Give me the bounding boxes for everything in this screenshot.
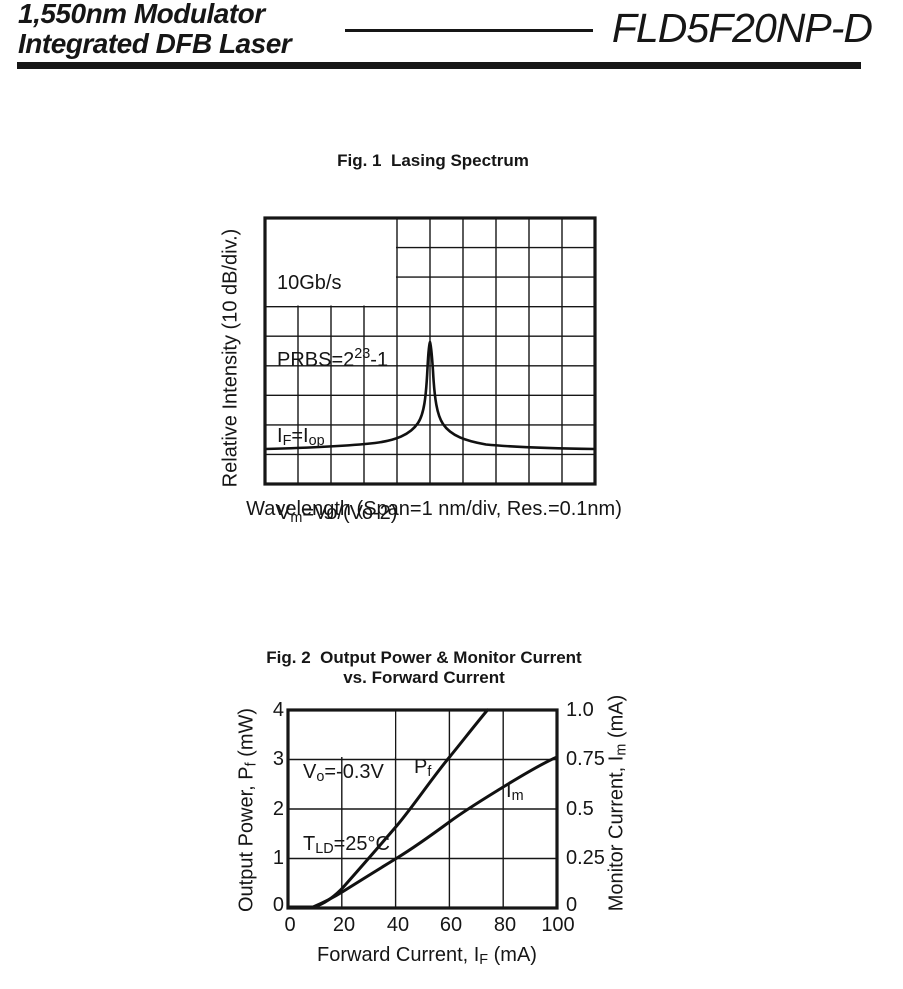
fig2-condition-line: TLD=25°C [303,833,390,858]
fig2-ytick-left: 2 [272,798,284,820]
fig2-chart [286,708,559,910]
fig1-condition-line: Vm=Vo/(Vo-2) [277,501,398,526]
fig2-pf-curve-label: Pf [414,756,432,781]
fig2-xtick: 100 [541,914,575,936]
header-rule [17,62,861,69]
fig2-ytick-right: 0.25 [566,847,605,869]
fig2-title-line2: vs. Forward Current [343,668,505,687]
fig1-plot-border [263,216,597,486]
fig2-xtick: 60 [439,914,463,936]
fig2-conditions: Vo=-0.3V TLD=25°C [303,712,390,904]
fig2-x-axis-label: Forward Current, IF (mA) [317,944,537,969]
fig2-xtick: 0 [284,914,296,936]
fig2-right-y-axis-label: Monitor Current, Im (mA) [605,694,630,912]
fig1-annotation-backdrop [266,219,396,306]
fig1-y-axis-label: Relative Intensity (10 dB/div.) [219,228,242,488]
fig2-ytick-left: 3 [272,748,284,770]
fig1-plot [263,216,597,486]
fig1-title: Fig. 1 Lasing Spectrum [337,151,529,170]
fig2-ytick-right: 1.0 [566,699,594,721]
fig2-ytick-right: 0.5 [566,798,594,820]
doc-title-line1: 1,550nm Modulator [18,0,265,29]
fig2-plot-border [286,708,559,910]
doc-title-line2: Integrated DFB Laser [18,28,292,59]
fig1-chart [263,216,597,486]
fig2-xtick: 40 [386,914,410,936]
fig2-ytick-right: 0 [566,894,578,916]
fig2-xtick: 80 [493,914,517,936]
fig2-ytick-left: 0 [272,894,284,916]
product-name: FLD5F20NP-D [611,5,873,51]
fig2-ytick-left: 1 [272,847,284,869]
fig2-annotation-backdrop [289,711,395,757]
fig2-plot [286,708,559,910]
header-divider-line [345,29,593,32]
fig1-condition-line: 10Gb/s [277,272,342,294]
fig2-title-line1: Fig. 2 Output Power & Monitor Current [266,648,582,667]
fig1-x-axis-label: Wavelength (Span=1 nm/div, Res.=0.1nm) [246,498,622,520]
fig1-condition-line: PRBS=223-1 [277,346,389,371]
fig2-condition-line: Vo=-0.3V [303,761,384,786]
fig1-condition-line: IF=Iop [277,425,325,450]
fig1-conditions: 10Gb/s PRBS=223-1 IF=Iop Vm=Vo/(Vo-2) [277,220,397,577]
fig2-ytick-left: 4 [272,699,284,721]
fig2-grid [288,710,557,908]
fig2-xtick: 20 [332,914,356,936]
fig2-ytick-right: 0.75 [566,748,605,770]
fig2-im-curve [287,755,559,909]
fig1-spectrum-curve [264,340,596,451]
fig2-im-curve-label: Im [506,780,524,805]
